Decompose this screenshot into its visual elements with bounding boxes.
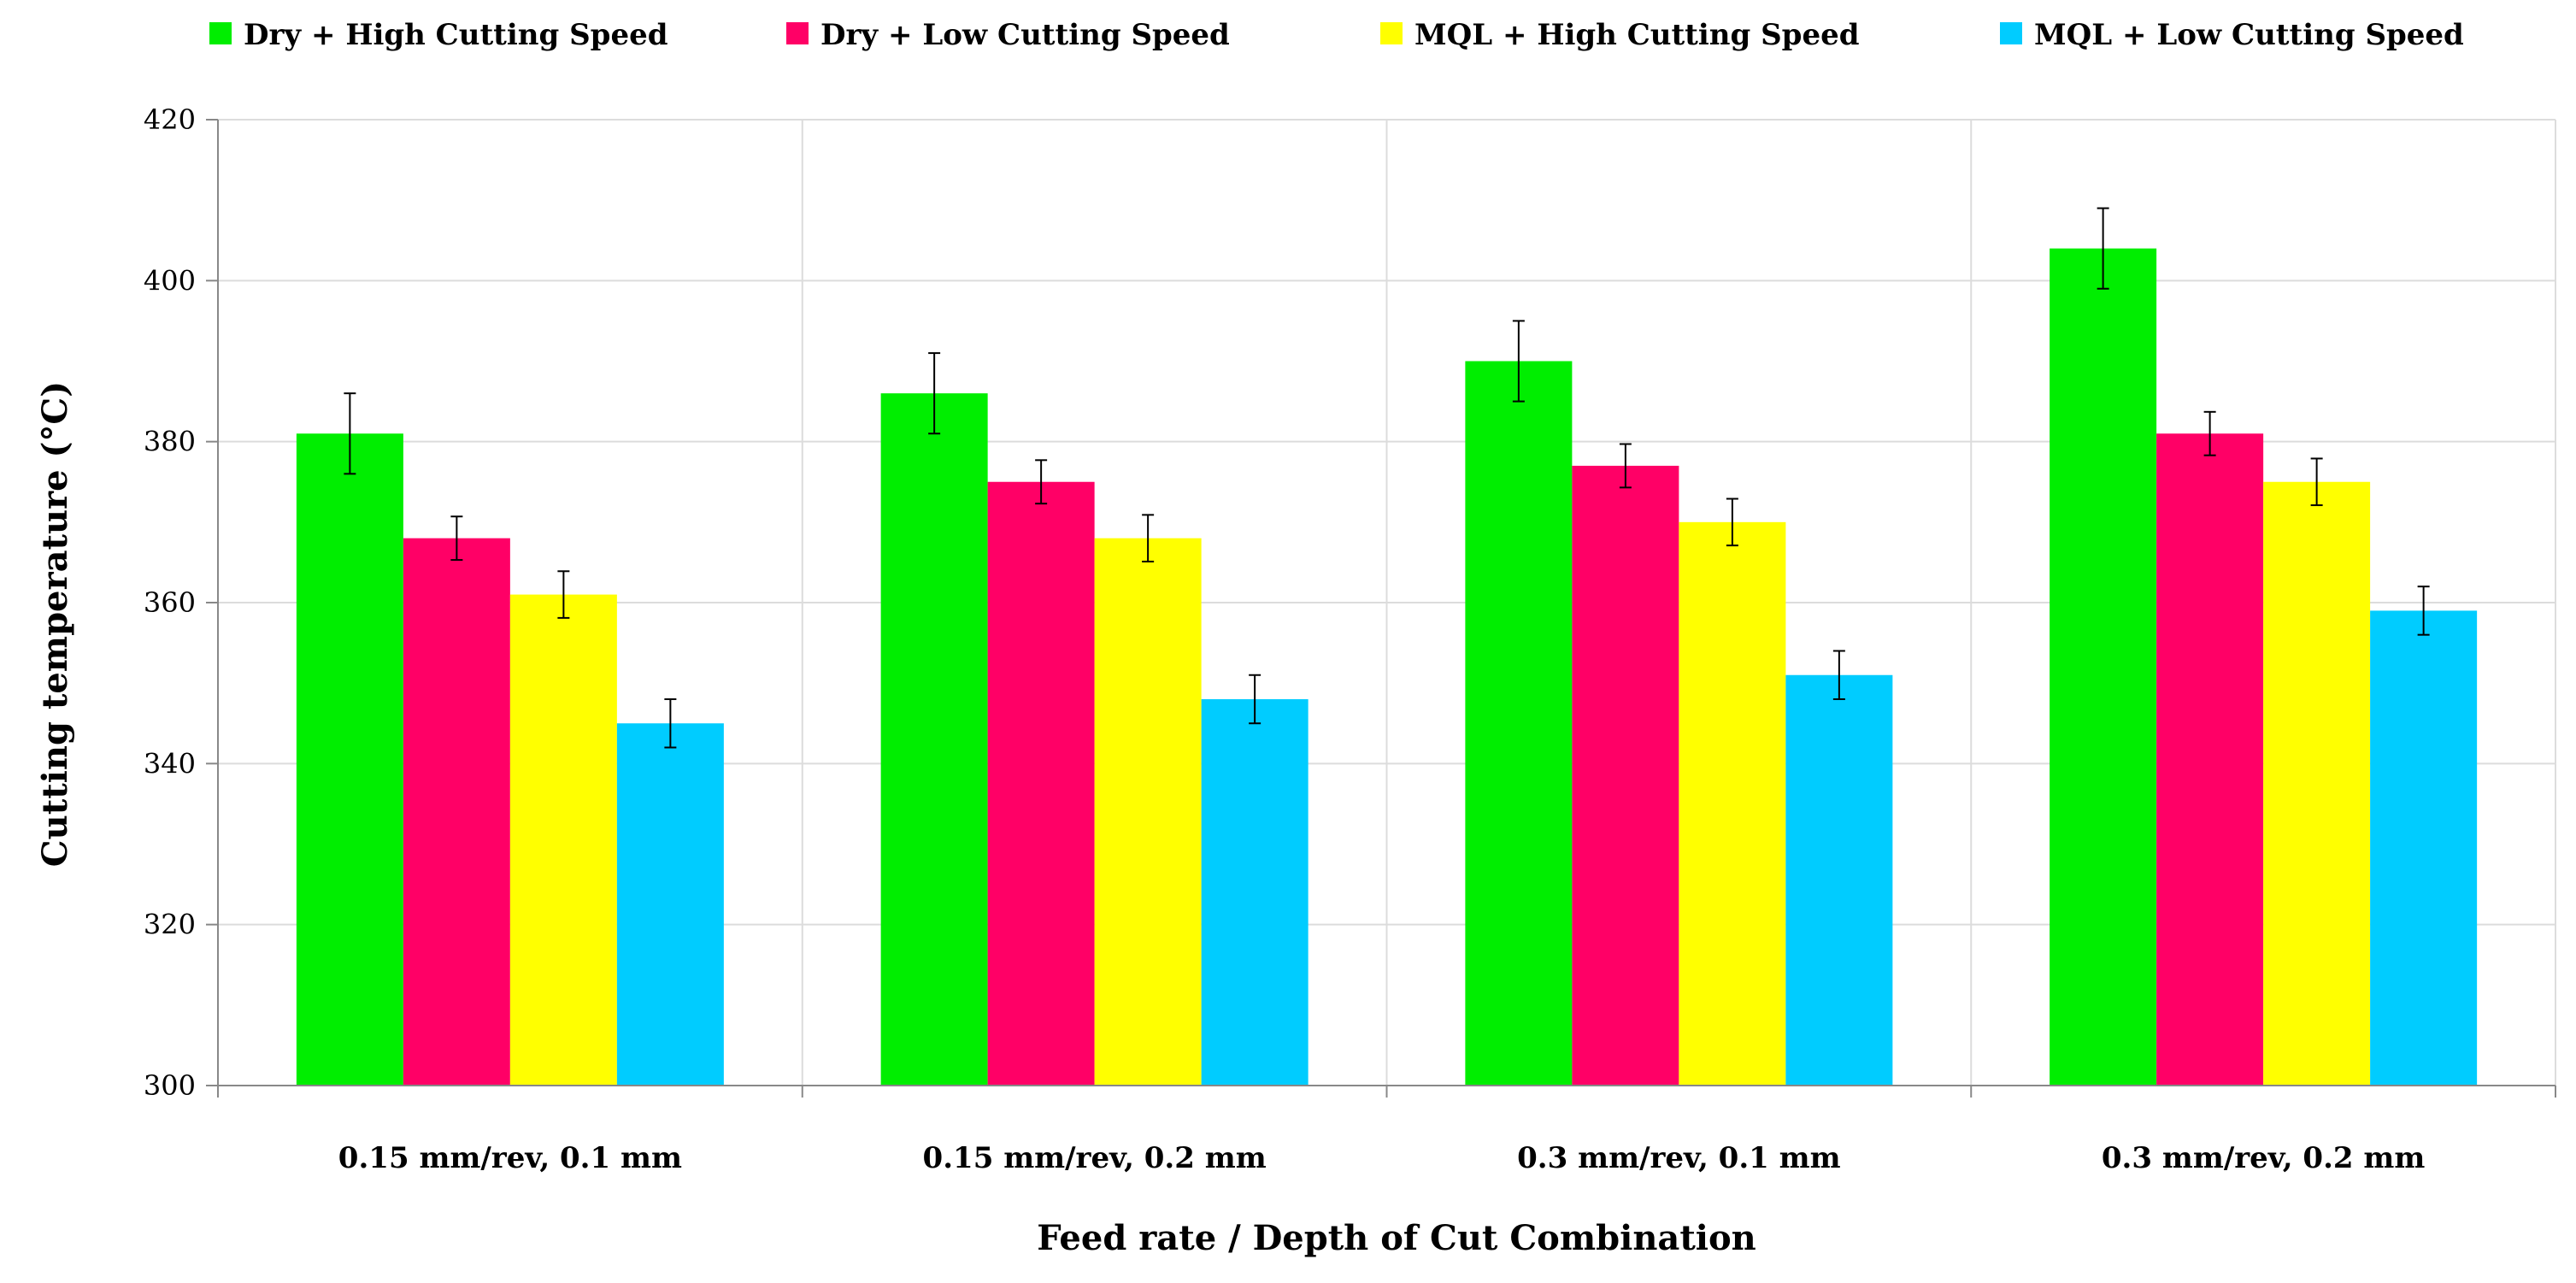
legend-swatch xyxy=(786,22,809,44)
bar xyxy=(2263,481,2371,1086)
y-tick-label: 380 xyxy=(144,426,196,458)
x-category-label: 0.3 mm/rev, 0.2 mm xyxy=(2102,1141,2426,1175)
bar xyxy=(2050,248,2157,1086)
bar xyxy=(1465,361,1573,1086)
legend-swatch xyxy=(2000,22,2022,44)
axes xyxy=(206,119,2556,1098)
legend-label: Dry + High Cutting Speed xyxy=(244,18,668,52)
bar xyxy=(880,393,988,1086)
legend-swatch xyxy=(209,22,232,44)
y-tick-label: 360 xyxy=(144,586,196,619)
y-tick-labels: 300 320 340 360 380 400 420 xyxy=(144,103,196,1102)
legend-label: Dry + Low Cutting Speed xyxy=(820,18,1230,52)
bar xyxy=(1572,465,1679,1086)
legend-swatch xyxy=(1380,22,1403,44)
x-category-labels: 0.15 mm/rev, 0.1 mm 0.15 mm/rev, 0.2 mm 0.… xyxy=(338,1141,2426,1175)
bars xyxy=(296,248,2478,1086)
bar xyxy=(2156,433,2264,1086)
legend-label: MQL + High Cutting Speed xyxy=(1414,18,1860,52)
bar xyxy=(2370,610,2478,1086)
y-tick-label: 320 xyxy=(144,909,196,941)
x-axis-title: Feed rate / Depth of Cut Combination xyxy=(1037,1218,1756,1258)
y-tick-label: 420 xyxy=(144,103,196,136)
x-category-label: 0.3 mm/rev, 0.1 mm xyxy=(1517,1141,1841,1175)
y-tick-label: 340 xyxy=(144,747,196,780)
bar xyxy=(1679,521,1786,1086)
y-axis-title: Cutting temperature (°C) xyxy=(35,381,75,867)
legend-label: MQL + Low Cutting Speed xyxy=(2034,18,2464,52)
bar xyxy=(1785,674,1893,1086)
legend: Dry + High Cutting Speed Dry + Low Cuttin… xyxy=(209,18,2464,52)
y-tick-label: 400 xyxy=(144,264,196,297)
x-category-label: 0.15 mm/rev, 0.2 mm xyxy=(923,1141,1267,1175)
bar xyxy=(1094,538,1202,1086)
bar xyxy=(616,723,724,1086)
bar xyxy=(987,481,1095,1086)
bar xyxy=(509,594,617,1086)
bar xyxy=(403,538,510,1086)
bar xyxy=(296,433,403,1086)
y-tick-label: 300 xyxy=(144,1069,196,1102)
bar xyxy=(1201,699,1309,1086)
error-bars xyxy=(344,207,2430,749)
x-category-label: 0.15 mm/rev, 0.1 mm xyxy=(338,1141,682,1175)
